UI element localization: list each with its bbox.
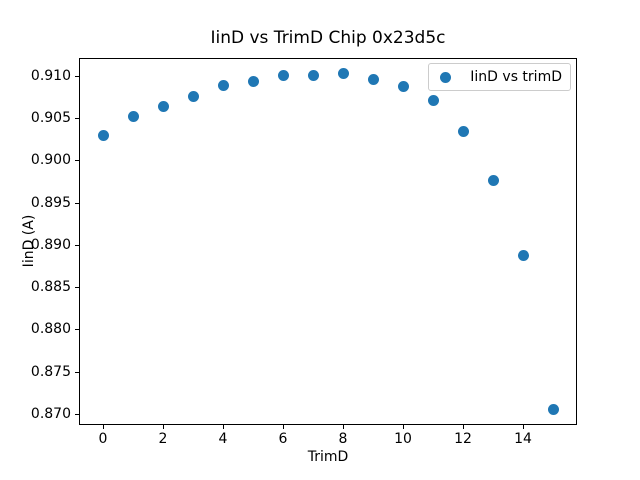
plot-area: IinD vs trimD: [79, 58, 577, 425]
y-tick-label: 0.870: [30, 406, 71, 422]
x-tick-mark: [343, 425, 344, 429]
x-tick-mark: [463, 425, 464, 429]
x-tick-label: 0: [98, 431, 108, 447]
y-tick-mark: [75, 202, 79, 204]
data-point: [427, 94, 439, 106]
y-tick-mark: [75, 160, 79, 162]
y-tick-label: 0.900: [30, 152, 71, 169]
data-point: [187, 90, 199, 102]
data-point: [457, 126, 469, 138]
data-point: [517, 249, 529, 261]
y-tick-mark: [75, 244, 79, 246]
data-point: [277, 70, 289, 82]
x-tick-mark: [523, 425, 524, 429]
y-tick-mark: [75, 75, 79, 77]
x-tick-label: 6: [278, 431, 288, 447]
data-point: [547, 404, 559, 416]
data-point: [397, 81, 409, 93]
y-tick-label: 0.905: [30, 110, 71, 127]
x-tick-label: 8: [338, 431, 348, 447]
y-tick-mark: [75, 329, 79, 331]
data-point: [337, 67, 349, 79]
y-tick-mark: [75, 287, 79, 289]
legend: IinD vs trimD: [428, 63, 571, 91]
data-point: [247, 76, 259, 88]
y-tick-label: 0.885: [30, 279, 71, 296]
x-axis-label: TrimD: [307, 449, 349, 465]
x-tick-label: 2: [158, 431, 168, 447]
y-tick-label: 0.880: [30, 321, 71, 338]
x-tick-mark: [403, 425, 404, 429]
y-tick-label: 0.895: [30, 194, 71, 211]
data-point: [157, 100, 169, 112]
y-tick-label: 0.910: [30, 67, 71, 84]
y-tick-mark: [75, 414, 79, 415]
x-tick-label: 10: [394, 431, 412, 447]
y-tick-mark: [75, 371, 79, 373]
y-tick-label: 0.890: [30, 236, 71, 253]
legend-marker-dot-icon: [440, 71, 452, 83]
data-point: [487, 175, 499, 187]
x-tick-label: 4: [218, 431, 228, 447]
data-point: [367, 74, 379, 86]
data-point: [307, 70, 319, 82]
y-tick-mark: [75, 118, 79, 120]
x-tick-mark: [103, 425, 104, 429]
data-point: [97, 130, 109, 142]
data-point: [127, 110, 139, 122]
data-point: [217, 80, 229, 92]
legend-label: IinD vs trimD: [470, 69, 562, 85]
x-tick-label: 14: [514, 431, 532, 447]
y-tick-label: 0.875: [30, 363, 71, 380]
x-tick-mark: [223, 425, 224, 429]
x-tick-mark: [163, 425, 164, 429]
chart-title: IinD vs TrimD Chip 0x23d5c: [210, 28, 446, 48]
x-tick-mark: [283, 425, 284, 429]
x-tick-label: 12: [454, 431, 472, 447]
